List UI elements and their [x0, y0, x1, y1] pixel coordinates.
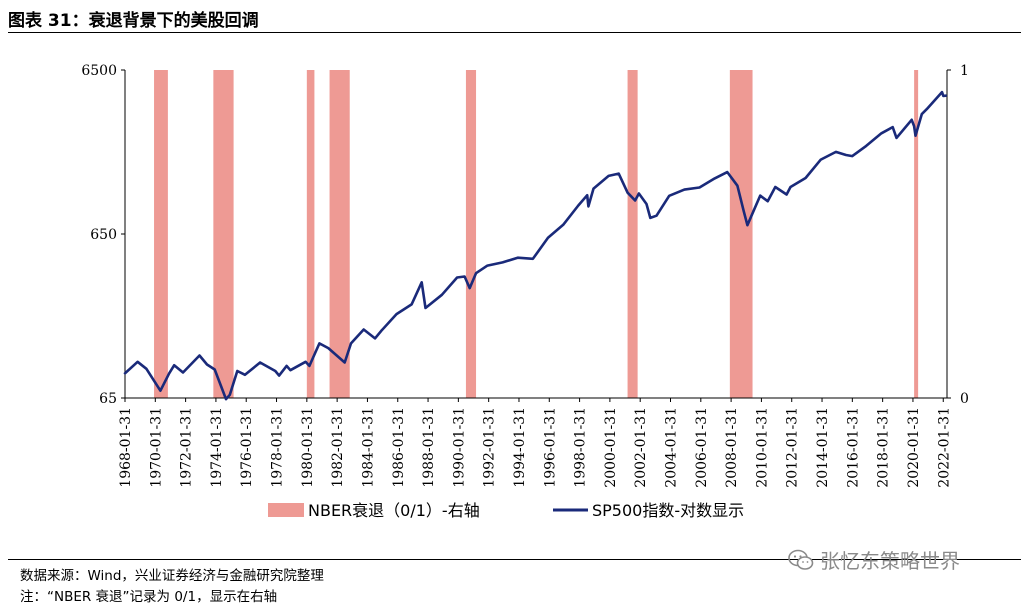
y-left-tick-label: 650 [90, 227, 117, 243]
x-tick-label: 1988-01-31 [421, 407, 437, 488]
legend: NBER衰退（0/1）-右轴 SP500指数-对数显示 [268, 501, 744, 520]
recession-band-4 [329, 70, 350, 398]
watermark-text: 张忆东策略世界 [820, 549, 960, 573]
legend-swatch-nber [268, 503, 304, 517]
x-tick-label: 1972-01-31 [179, 407, 195, 488]
x-tick-labels: 1968-01-31 1970-01-31 1972-01-31 1974-01-31… [118, 407, 952, 488]
recession-band-6 [627, 70, 638, 398]
x-tick-label: 2018-01-31 [876, 407, 892, 488]
x-tick-label: 1980-01-31 [300, 407, 316, 488]
x-tick-label: 1974-01-31 [209, 407, 225, 488]
data-source: 数据来源：Wind，兴业证券经济与金融研究院整理 [20, 568, 324, 584]
chart-svg: 65 650 6500 0 1 1968-01-31 1970-01-31 1972-01-… [81, 63, 969, 520]
watermark: 张忆东策略世界 [788, 545, 960, 574]
sp500-line [123, 90, 948, 401]
y-left-tick-label: 65 [99, 391, 117, 407]
x-tick-label: 2012-01-31 [785, 407, 801, 488]
x-tick-label: 1990-01-31 [451, 407, 467, 488]
x-tick-label: 1976-01-31 [239, 407, 255, 488]
sp500-line-group [123, 90, 948, 401]
wechat-icon [788, 549, 814, 570]
chart-title: 图表 31：衰退背景下的美股回调 [8, 11, 259, 31]
x-tick-label: 1996-01-31 [542, 407, 558, 488]
legend-label-sp500: SP500指数-对数显示 [592, 501, 744, 520]
x-tick-label: 1994-01-31 [512, 407, 528, 488]
legend-label-nber: NBER衰退（0/1）-右轴 [308, 501, 480, 520]
x-tick-label: 2008-01-31 [724, 407, 740, 488]
recession-band-7 [729, 70, 753, 398]
x-tick-label: 1986-01-31 [391, 407, 407, 488]
footnote: 注：“NBER 衰退”记录为 0/1，显示在右轴 [20, 589, 278, 605]
x-tick-label: 2020-01-31 [906, 407, 922, 488]
x-tick-label: 1984-01-31 [360, 407, 376, 488]
y-right-tick-label: 0 [960, 391, 969, 407]
x-tick-label: 2014-01-31 [815, 407, 831, 488]
x-tick-label: 2002-01-31 [633, 407, 649, 488]
x-tick-label: 1992-01-31 [482, 407, 498, 488]
x-tick-label: 2010-01-31 [754, 407, 770, 488]
recession-band-1 [154, 70, 168, 398]
x-tick-label: 1970-01-31 [148, 407, 164, 488]
recession-band-2 [213, 70, 234, 398]
x-tick-label: 1998-01-31 [573, 407, 589, 488]
y-right-tick-label: 1 [960, 63, 969, 79]
recession-band-8 [914, 70, 919, 398]
title-rule [8, 32, 1021, 33]
x-tick-label: 2022-01-31 [936, 407, 952, 488]
recession-bands [154, 70, 919, 398]
x-tick-label: 1968-01-31 [118, 407, 134, 488]
x-tick-label: 1978-01-31 [270, 407, 286, 488]
x-tick-label: 1982-01-31 [330, 407, 346, 488]
x-tick-label: 2000-01-31 [603, 407, 619, 488]
recession-band-3 [306, 70, 315, 398]
chart-axes: 65 650 6500 0 1 [81, 63, 969, 407]
y-left-tick-label: 6500 [81, 63, 117, 79]
x-tick-label: 2006-01-31 [694, 407, 710, 488]
footer-rule [8, 559, 1021, 560]
x-tick-label: 2004-01-31 [664, 407, 680, 488]
recession-band-5 [465, 70, 477, 398]
x-tick-label: 2016-01-31 [845, 407, 861, 488]
